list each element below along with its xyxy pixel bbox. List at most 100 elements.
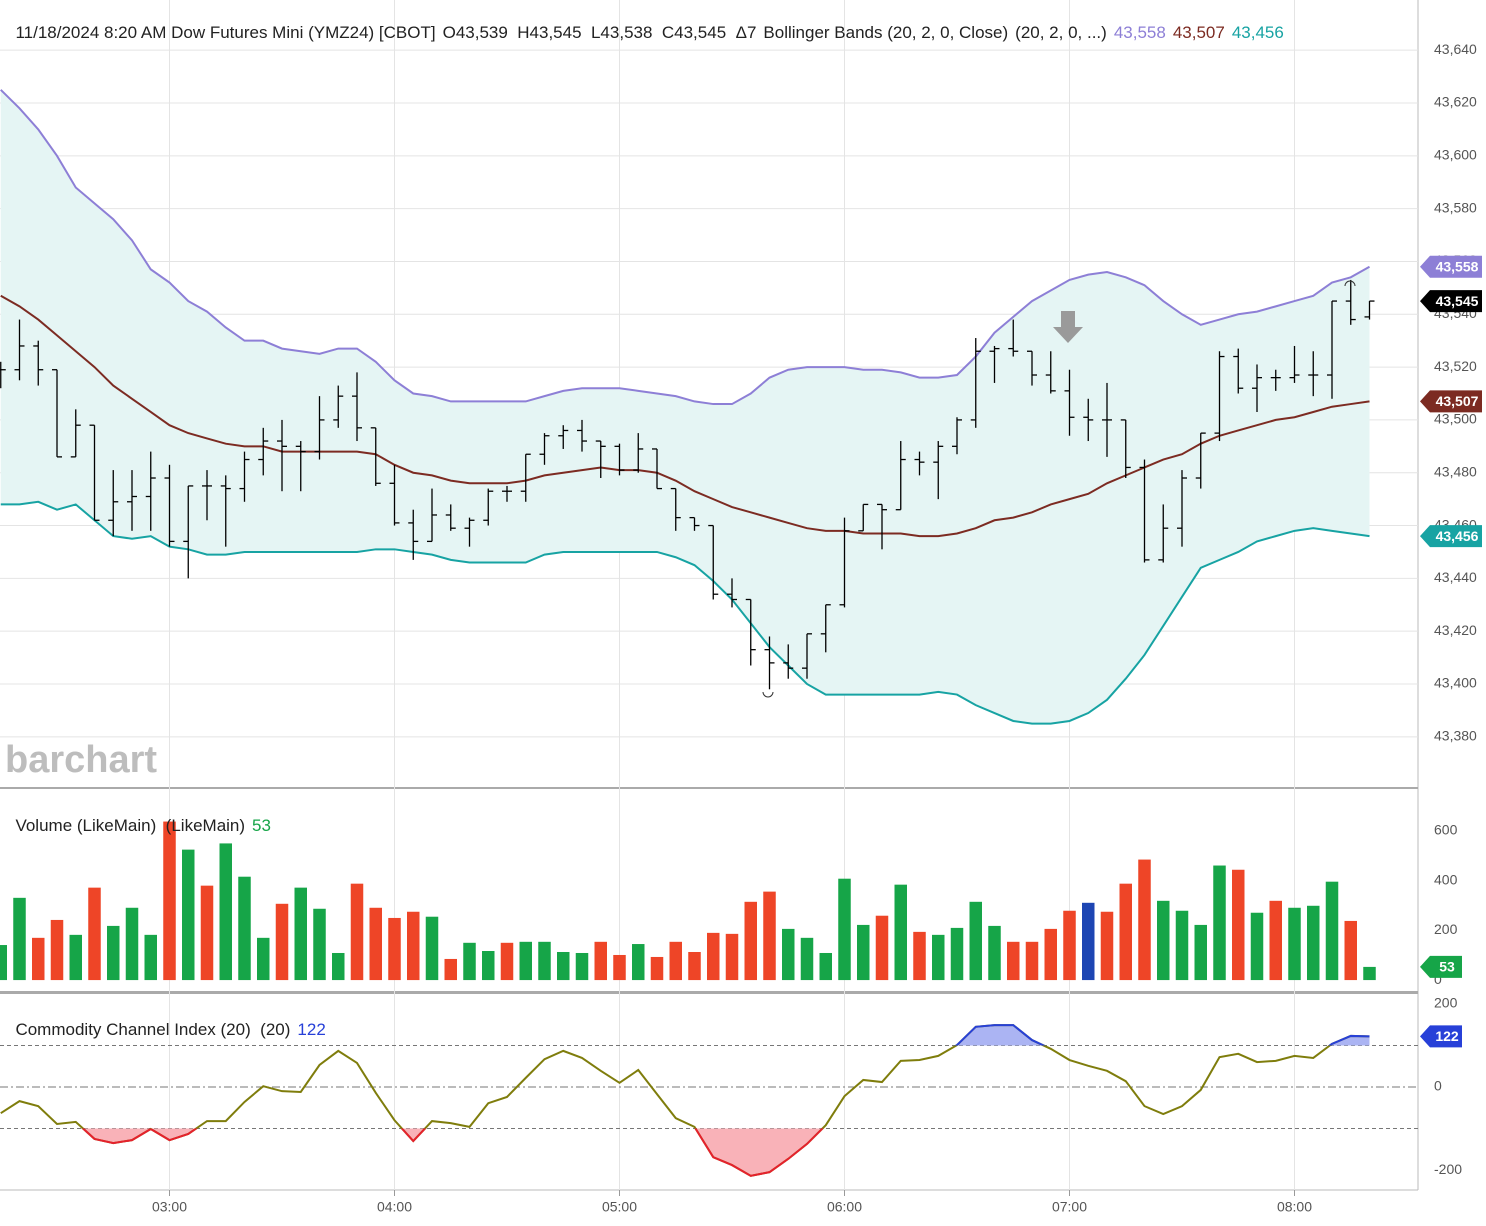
y-tick-label: 43,580: [1434, 199, 1477, 215]
volume-bar: [1157, 900, 1170, 981]
y-tick-label: 43,600: [1434, 147, 1477, 163]
price-tag-label: 43,545: [1436, 293, 1479, 309]
volume-bar: [0, 945, 7, 981]
y-tick-label: 600: [1434, 822, 1458, 838]
volume-bar: [1213, 865, 1226, 981]
volume-bar: [294, 887, 307, 981]
x-tick-label: 03:00: [152, 1199, 187, 1215]
volume-bar: [182, 849, 195, 981]
volume-bar: [219, 843, 232, 981]
volume-bar: [594, 941, 607, 981]
y-tick-label: 43,520: [1434, 358, 1477, 374]
y-tick-label: 200: [1434, 921, 1458, 937]
band-line: [0, 294, 1370, 538]
volume-bar: [388, 917, 401, 981]
volume-bar: [200, 885, 214, 981]
volume-bar: [13, 897, 26, 981]
volume-bar: [969, 901, 982, 981]
pivot-marker: [1344, 280, 1356, 287]
volume-bar: [632, 944, 645, 981]
volume-bar: [1082, 902, 1095, 981]
volume-bar: [1138, 859, 1151, 981]
volume-bar: [313, 908, 326, 981]
volume-bar: [1307, 905, 1320, 981]
y-tick-label: 43,620: [1434, 94, 1477, 110]
volume-bar: [482, 951, 495, 981]
volume-bar: [782, 928, 795, 981]
volume-bar: [763, 891, 776, 981]
signal-arrow: [1053, 311, 1083, 343]
volume-bar: [369, 907, 382, 981]
cci-line: [0, 1024, 1370, 1177]
volume-bar: [1288, 907, 1301, 981]
volume-bar: [557, 951, 570, 981]
volume-bar: [1344, 920, 1357, 981]
volume-bar: [838, 878, 851, 981]
y-tick-label: 43,440: [1434, 569, 1477, 585]
volume-bar: [707, 932, 720, 981]
price-tag: [1420, 525, 1482, 548]
price-tag-label: 53: [1439, 959, 1455, 975]
volume-bar: [275, 903, 289, 981]
volume-bar: [1269, 900, 1282, 981]
cci-header: Commodity Channel Index (20) (20) 122: [6, 1000, 333, 1040]
volume-bar: [950, 927, 964, 981]
volume-value: 53: [252, 816, 271, 835]
volume-bar: [538, 941, 551, 981]
volume-bar: [407, 911, 420, 981]
instrument-title: 11/18/2024 8:20 AM Dow Futures Mini (YMZ…: [15, 23, 436, 42]
y-tick-label: 43,640: [1434, 41, 1477, 57]
volume-bar: [69, 934, 82, 981]
y-tick-label: 0: [1434, 1078, 1442, 1094]
y-tick-label: 400: [1434, 871, 1458, 887]
cci-under-fill: [83, 1128, 823, 1176]
volume-bar: [425, 916, 439, 981]
volume-bar: [1063, 910, 1076, 981]
band-fill: [0, 89, 1370, 724]
y-tick-label: -200: [1434, 1161, 1462, 1177]
volume-bar: [800, 937, 814, 981]
y-tick-label: 0: [1434, 971, 1442, 987]
volume-bar: [894, 884, 907, 981]
volume-bar: [1250, 912, 1264, 981]
cci-line-under: [81, 1128, 824, 1177]
volume-bar: [932, 934, 945, 981]
volume-bar: [819, 952, 832, 981]
price-tag: [1420, 390, 1482, 413]
volume-bar: [1175, 910, 1189, 981]
volume-bar: [613, 954, 626, 981]
volume-bar: [857, 924, 870, 981]
volume-bar: [650, 956, 664, 981]
volume-bar: [1119, 883, 1132, 981]
volume-bar: [688, 951, 701, 981]
watermark: barchart: [5, 739, 157, 781]
x-tick-label: 05:00: [602, 1199, 637, 1215]
y-tick-label: 43,500: [1434, 411, 1477, 427]
y-tick-label: 43,420: [1434, 622, 1477, 638]
y-tick-label: 43,380: [1434, 728, 1477, 744]
y-tick-label: 43,480: [1434, 463, 1477, 479]
volume-bar: [669, 941, 682, 981]
volume-bar: [444, 958, 457, 981]
pivot-marker: [762, 691, 774, 698]
band-line: [0, 89, 1370, 406]
price-tag: [1420, 955, 1462, 978]
cci-value: 122: [297, 1020, 326, 1039]
volume-bar: [1044, 928, 1057, 981]
volume-bar: [163, 821, 176, 981]
volume-bar: [1025, 941, 1039, 981]
band-line: [0, 500, 1370, 725]
indicator-params: (20, 2, 0, ...): [1015, 23, 1107, 42]
volume-bar: [913, 931, 926, 981]
price-tag-label: 43,558: [1436, 258, 1479, 274]
volume-bar: [575, 952, 589, 981]
x-tick-label: 08:00: [1277, 1199, 1312, 1215]
cci-line-over: [954, 1024, 1370, 1046]
band-value: 43,456: [1231, 23, 1284, 42]
ohlc-summary: O43,539 H43,545 L43,538 C43,545 Δ7: [442, 23, 757, 42]
volume-bar: [1007, 941, 1020, 981]
volume-bar: [88, 887, 101, 981]
volume-bar: [350, 883, 364, 981]
